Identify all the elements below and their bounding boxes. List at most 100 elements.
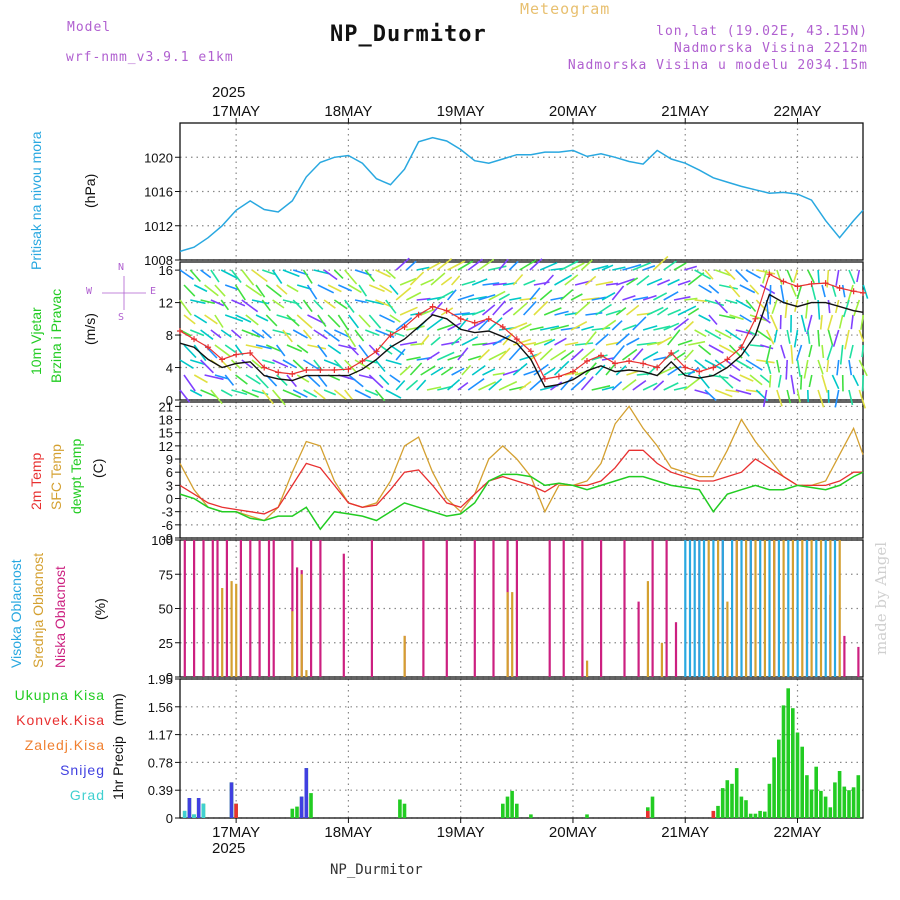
cloud_mid-bar [801,540,804,677]
wind-arrow [265,314,278,327]
wind-arrow [796,359,801,377]
y-tick-label: 1016 [144,185,173,200]
wind-arrow [663,382,679,391]
wind-arrow [261,329,272,339]
rain_total-bar [809,789,814,818]
wind-arrow [827,299,831,314]
wind-arrow [861,374,865,392]
wind-arrow [375,269,391,278]
wind-arrow [200,389,217,398]
wind-arrow [848,269,856,285]
wind-arrow [317,374,328,387]
cloud_high-bar [787,540,790,677]
wind-arrow [368,374,384,389]
wind-arrows [179,255,869,409]
x-tick-label-bottom: 21MAY [661,824,709,841]
wind-arrow [683,320,694,331]
wind-gust-marker [668,349,675,356]
wind-arrow [358,374,374,380]
wind-arrow [677,280,691,286]
wind-arrow [235,374,248,385]
wind-arrow [694,359,708,371]
graupel-bar [182,810,187,818]
wind-gust-marker [359,358,366,365]
y-tick-label: 50 [159,602,173,617]
page-title: NP_Durmitor [330,22,487,47]
wind-gust-marker [289,371,296,378]
wind-arrow [704,329,722,340]
wind-gust-marker [275,369,282,376]
cloud_low-bar [665,540,668,677]
wind-arrow [498,347,511,361]
cloud_high-bar [749,540,752,677]
rain_conv-bar [646,810,650,818]
model-name: wrf-nmm_v3.9.1 e1km [66,50,234,65]
wind-arrow [251,359,263,370]
wind-arrow [529,351,542,361]
wind-gust-marker [261,364,268,371]
wind-arrow [385,359,402,366]
wind-arrow [303,389,318,398]
wind-arrow [416,297,431,301]
wind-arrow [365,329,380,336]
y-tick-label: 0 [166,492,173,507]
wind-arrow [656,307,669,316]
wind-arrow [437,323,455,331]
wind-arrow [642,264,656,271]
wind-arrow [684,297,698,301]
rain_total-bar [851,787,856,818]
wind-arrow [204,374,224,381]
wind-arrow [272,359,289,368]
wind-arrow [385,329,405,338]
wind-arrow [296,314,313,329]
wind-arrow [632,348,644,361]
wind-arrow [488,265,507,271]
wind-arrow [523,341,537,346]
wind-arrow [817,329,821,347]
wind-arrow [220,359,232,372]
wind-arrow [190,359,206,366]
wind-arrow [204,284,219,297]
wind-arrow [282,389,302,399]
wind-arrow [292,359,304,371]
wind-arrow [306,284,318,300]
wind-arrow [529,258,543,271]
wind-gust-marker [794,283,801,290]
wind-gust-marker [387,332,394,339]
cloud_high-bar [702,540,706,677]
wind-arrow [468,295,487,301]
wind-arrow [368,314,382,329]
wind-arrow [193,284,208,293]
wind-arrow [786,269,794,283]
wind-arrow [673,262,687,271]
cloud_low-bar [310,540,313,677]
wind-gust-marker [373,348,380,355]
wind-arrow [441,340,460,346]
wind-arrow [762,389,768,407]
wind-arrow [190,299,206,305]
graupel-bar [201,803,206,818]
wind-arrow [817,269,820,284]
wind-arrow [214,374,229,380]
rain_total-bar [739,796,744,818]
wind-arrow [835,269,840,286]
wind-arrow [652,255,669,271]
rain_total-bar [730,783,734,818]
wind-gust-marker [612,360,619,367]
cloud_high-bar [824,540,827,677]
wind-arrow [543,367,556,376]
model-elevation-label: Nadmorska Visina u modelu 2034.15m [567,58,868,73]
wind-arrow [858,389,866,409]
wind-arrow [519,323,532,331]
wind-arrow [856,269,861,283]
cloud_low-bar [225,540,228,677]
wind-arrow [564,274,579,286]
cloud_mid-bar [511,592,514,677]
wind-arrow [183,284,196,297]
wind-arrow [853,299,861,317]
rain_total-bar [856,775,861,818]
cloud_high-bar [684,540,687,677]
cloud_high-bar [712,540,715,677]
wind-arrow [821,284,826,298]
